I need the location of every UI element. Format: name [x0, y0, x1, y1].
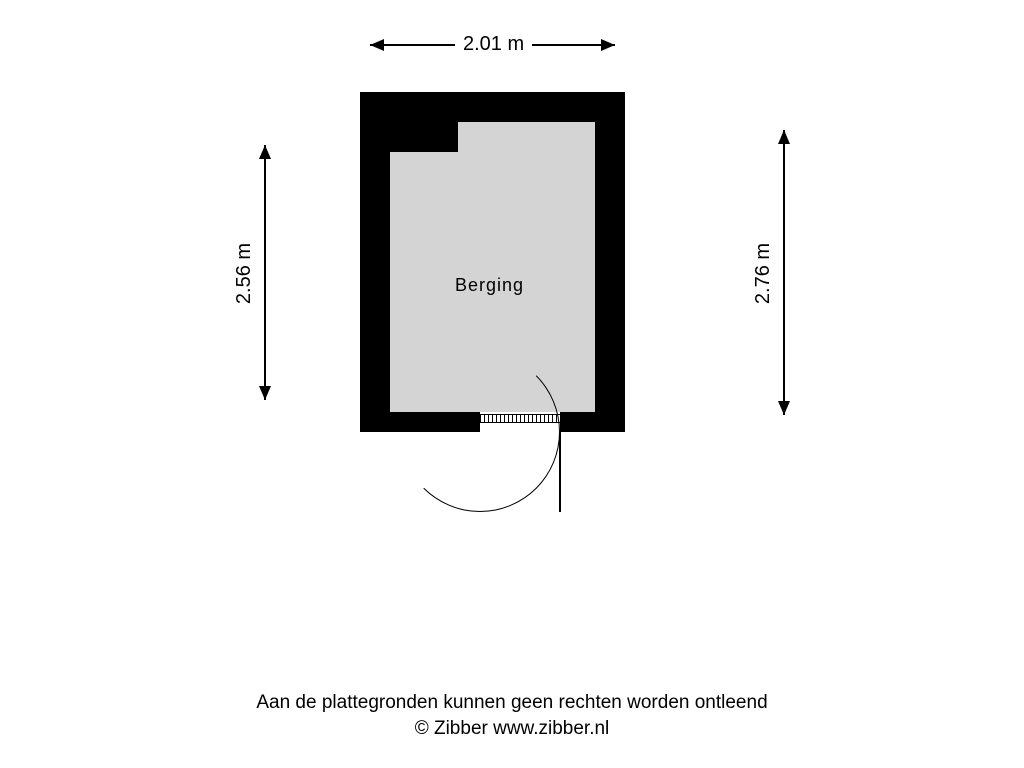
- arrow-up-icon: [778, 130, 790, 144]
- dim-left-label: 2.56 m: [233, 235, 256, 312]
- arrow-down-icon: [778, 401, 790, 415]
- door-arc: [400, 352, 560, 512]
- arrow-up-icon: [259, 145, 271, 159]
- floorplan-canvas: { "floorplan": { "room": { "name": "Berg…: [0, 0, 1024, 768]
- dim-right-label: 2.76 m: [752, 235, 775, 312]
- footer-line-2: © Zibber www.zibber.nl: [0, 716, 1024, 742]
- dim-top-label: 2.01 m: [455, 33, 532, 56]
- room-notch: [390, 122, 458, 152]
- dim-right-line: [783, 130, 785, 415]
- door-leaf: [559, 432, 561, 512]
- footer-line-1: Aan de plattegronden kunnen geen rechten…: [0, 690, 1024, 716]
- arrow-down-icon: [259, 386, 271, 400]
- arrow-left-icon: [370, 39, 384, 51]
- room-label: Berging: [455, 275, 524, 296]
- dim-left-line: [264, 145, 266, 400]
- footer: Aan de plattegronden kunnen geen rechten…: [0, 690, 1024, 741]
- arrow-right-icon: [601, 39, 615, 51]
